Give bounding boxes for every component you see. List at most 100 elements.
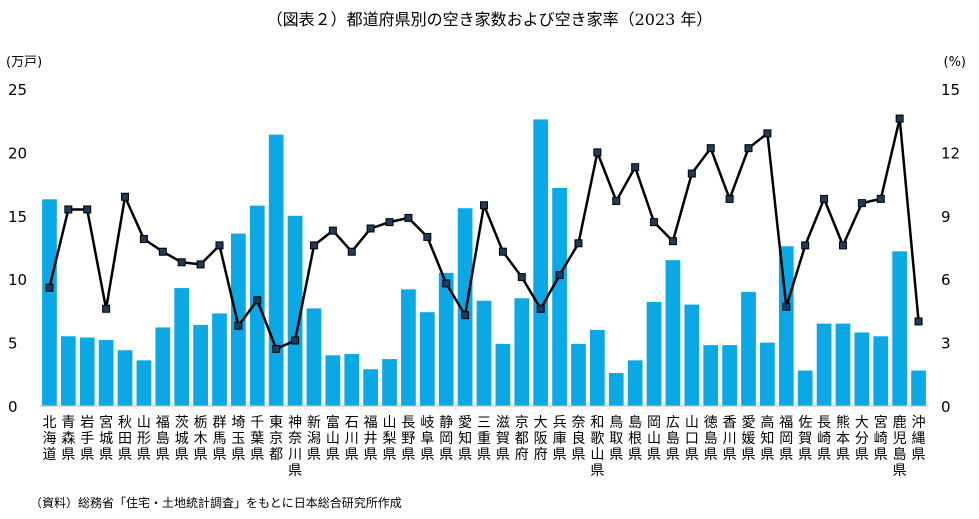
- bar: [438, 272, 454, 406]
- category-label: 大阪府: [534, 415, 548, 463]
- bar: [760, 342, 775, 406]
- rate-marker: [631, 163, 640, 172]
- rate-marker: [215, 241, 224, 250]
- category-label: 神奈川県: [288, 415, 302, 479]
- category-label: 北海道: [42, 415, 56, 463]
- bar: [854, 332, 870, 406]
- bar: [287, 215, 303, 406]
- rate-marker: [820, 194, 829, 203]
- rate-marker: [838, 241, 847, 250]
- category-label: 沖縄県: [912, 415, 926, 463]
- category-label: 京都府: [515, 415, 529, 463]
- category-label: 三重県: [477, 415, 491, 463]
- bar: [306, 308, 322, 406]
- category-label: 香川県: [723, 415, 737, 463]
- rate-marker: [574, 239, 583, 248]
- bar: [873, 336, 889, 406]
- category-label: 岩手県: [80, 415, 94, 463]
- bar: [476, 300, 492, 406]
- source-note: （資料）総務省「住宅・土地統計調査」をもとに日本総合研究所作成: [30, 496, 402, 510]
- bar: [363, 369, 379, 406]
- bar: [249, 205, 265, 406]
- bar: [401, 289, 416, 406]
- bar: [174, 288, 190, 406]
- category-label: 栃木県: [194, 415, 208, 463]
- bar: [514, 298, 530, 406]
- rate-marker: [83, 205, 92, 214]
- category-label: 長野県: [401, 415, 415, 463]
- rate-marker: [895, 114, 904, 123]
- rate-marker: [687, 169, 696, 178]
- category-label: 石川県: [345, 415, 359, 463]
- left-tick-label: 15: [8, 208, 27, 226]
- bar: [722, 345, 737, 406]
- left-tick-label: 25: [8, 81, 27, 99]
- bar: [495, 343, 511, 406]
- rate-marker: [291, 336, 300, 345]
- category-label: 高知県: [760, 414, 774, 463]
- rate-marker: [102, 304, 111, 313]
- category-label: 福島県: [156, 415, 170, 463]
- category-label: 大分県: [855, 415, 869, 463]
- category-label: 茨城県: [175, 415, 189, 463]
- category-label: 広島県: [666, 415, 680, 463]
- bar: [136, 360, 152, 406]
- rate-marker: [650, 218, 659, 227]
- rate-marker: [177, 258, 186, 267]
- left-tick-label: 5: [8, 335, 18, 353]
- category-label: 徳島県: [704, 415, 718, 463]
- right-tick-label: 9: [941, 208, 951, 226]
- category-label: 島根県: [628, 415, 642, 463]
- rate-marker: [706, 144, 715, 153]
- rate-marker: [442, 279, 451, 288]
- right-tick-label: 12: [941, 144, 960, 162]
- category-label: 群馬県: [212, 415, 226, 463]
- bar: [741, 291, 756, 406]
- rate-marker: [517, 273, 526, 282]
- bar: [911, 370, 926, 406]
- bar: [533, 119, 549, 406]
- bar: [98, 340, 114, 406]
- bar: [684, 304, 700, 406]
- bar: [571, 343, 586, 406]
- category-label: 鳥取県: [609, 415, 623, 463]
- category-label: 長崎県: [817, 415, 831, 463]
- category-label: 佐賀県: [798, 415, 812, 463]
- right-tick-label: 0: [941, 398, 951, 416]
- rate-marker: [498, 247, 507, 256]
- category-label: 福井県: [364, 415, 378, 463]
- rate-marker: [347, 247, 356, 256]
- left-tick-label: 20: [8, 144, 27, 162]
- category-label: 鹿児島県: [893, 414, 907, 479]
- rate-marker: [725, 194, 734, 203]
- right-tick-label: 3: [941, 335, 951, 353]
- bar: [608, 373, 624, 406]
- rate-marker: [801, 241, 810, 250]
- rate-marker: [45, 283, 54, 292]
- rate-marker: [914, 317, 923, 326]
- category-label: 山形県: [137, 415, 151, 463]
- rate-marker: [668, 237, 677, 246]
- rate-marker: [423, 232, 432, 241]
- rate-marker: [139, 235, 148, 244]
- left-tick-label: 10: [8, 271, 27, 289]
- category-label: 宮崎県: [874, 415, 888, 463]
- category-label: 福岡県: [779, 415, 793, 463]
- rate-marker: [158, 247, 167, 256]
- category-label: 岐阜県: [420, 415, 434, 463]
- category-label: 兵庫県: [553, 415, 567, 463]
- rate-marker: [480, 201, 488, 210]
- category-label: 宮城県: [99, 415, 113, 463]
- rate-marker: [385, 218, 394, 227]
- rate-marker: [612, 197, 621, 206]
- bar: [797, 370, 813, 406]
- rate-marker: [64, 205, 73, 214]
- category-label: 山口県: [685, 415, 699, 463]
- rate-marker: [121, 192, 130, 201]
- category-label: 奈良県: [571, 415, 585, 463]
- bar: [79, 337, 95, 406]
- rate-marker: [876, 194, 885, 203]
- chart-title: （図表２）都道府県別の空き家数および空き家率（2023 年）: [266, 10, 713, 29]
- category-label: 和歌山県: [590, 415, 604, 479]
